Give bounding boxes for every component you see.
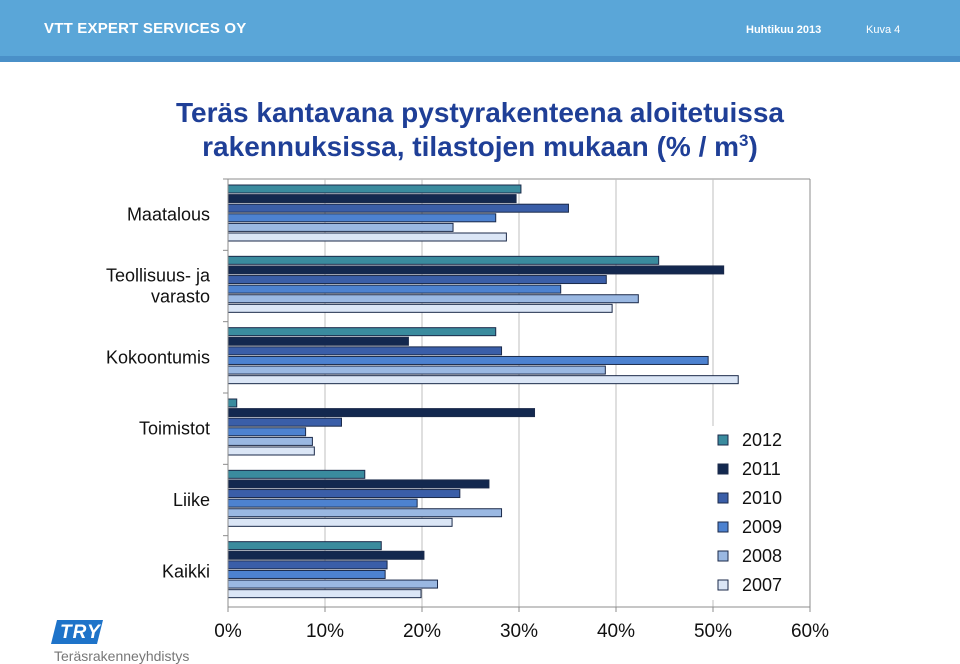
bar (227, 550, 425, 560)
legend-box (712, 426, 796, 600)
slide-title: Teräs kantavana pystyrakenteena aloitetu… (100, 96, 860, 164)
logo-mark-text: TRY (60, 622, 101, 643)
legend-swatch (717, 434, 729, 446)
category-label-line: Teollisuus- ja (106, 266, 211, 286)
bar (227, 327, 497, 337)
legend-label: 2012 (742, 430, 782, 450)
bar (227, 346, 503, 356)
header-rule (0, 56, 960, 62)
bar (227, 569, 386, 579)
company-name: VTT EXPERT SERVICES OY (44, 20, 247, 37)
bar (227, 469, 366, 479)
category-label-line: Liike (173, 490, 210, 510)
title-main: Teräs kantavana pystyrakenteena aloitetu… (175, 97, 784, 162)
x-tick-label: 60% (791, 621, 829, 642)
bar (227, 222, 454, 232)
bar (227, 498, 418, 508)
bar (227, 203, 569, 213)
category-label: Maatalous (127, 205, 210, 225)
legend-swatch (717, 579, 729, 591)
bar (227, 417, 342, 427)
category-label: Toimistot (139, 419, 210, 439)
legend-label: 2007 (742, 575, 782, 595)
category-label-line: Maatalous (127, 205, 210, 225)
bar (227, 517, 453, 527)
title-superscript: 3 (739, 131, 749, 150)
legend-swatch (717, 492, 729, 504)
slide-number: Kuva 4 (866, 24, 901, 36)
bar (227, 375, 739, 385)
legend-label: 2008 (742, 546, 782, 566)
x-tick-label: 20% (403, 621, 441, 642)
title-suffix: ) (748, 131, 758, 162)
bar (227, 436, 313, 446)
bar (227, 398, 238, 408)
category-label: Kokoontumis (106, 347, 210, 367)
bar (227, 255, 660, 265)
category-label: Kaikki (162, 561, 210, 581)
bar (227, 508, 503, 518)
bar (227, 560, 388, 570)
legend-swatch (717, 463, 729, 475)
x-tick-label: 0% (214, 621, 242, 642)
legend-swatch (717, 550, 729, 562)
legend-label: 2011 (742, 459, 781, 479)
header-band (0, 0, 960, 56)
legend-swatch (717, 521, 729, 533)
legend-label: 2009 (742, 517, 782, 537)
bar (227, 265, 725, 275)
bar (227, 365, 606, 375)
bar (227, 232, 507, 242)
category-label-line: varasto (151, 287, 210, 307)
logo: TRY Teräsrakenneyhdistys (51, 618, 214, 664)
category-label-line: Kaikki (162, 561, 210, 581)
bar (227, 408, 536, 418)
bar (227, 284, 562, 294)
bar (227, 303, 613, 313)
bar (227, 589, 422, 599)
slide-header: VTT EXPERT SERVICES OY Huhtikuu 2013 Kuv… (0, 0, 960, 62)
bar (227, 275, 607, 285)
category-label: Teollisuus- ja varasto (106, 266, 211, 307)
x-tick-label: 10% (306, 621, 344, 642)
bar (227, 213, 497, 223)
bar (227, 427, 307, 437)
bar (227, 294, 639, 304)
category-label: Liike (173, 490, 210, 510)
bar (227, 355, 709, 365)
bar (227, 194, 517, 204)
x-tick-label: 30% (500, 621, 538, 642)
bar (227, 446, 315, 456)
bar (227, 336, 409, 346)
bar-chart: 0% 10% 20% 30% 40% 50% 60% Maatalous Teollisuus-… (106, 178, 829, 642)
bar (227, 489, 461, 499)
bar (227, 541, 382, 551)
logo-name: Teräsrakenneyhdistys (54, 648, 190, 664)
bar (227, 184, 522, 194)
bar (227, 479, 490, 489)
bar (227, 579, 439, 589)
header-date: Huhtikuu 2013 (746, 24, 822, 36)
legend-label: 2010 (742, 488, 782, 508)
category-label-line: Kokoontumis (106, 347, 210, 367)
x-tick-label: 40% (597, 621, 635, 642)
category-label-line: Toimistot (139, 419, 210, 439)
x-tick-label: 50% (694, 621, 732, 642)
